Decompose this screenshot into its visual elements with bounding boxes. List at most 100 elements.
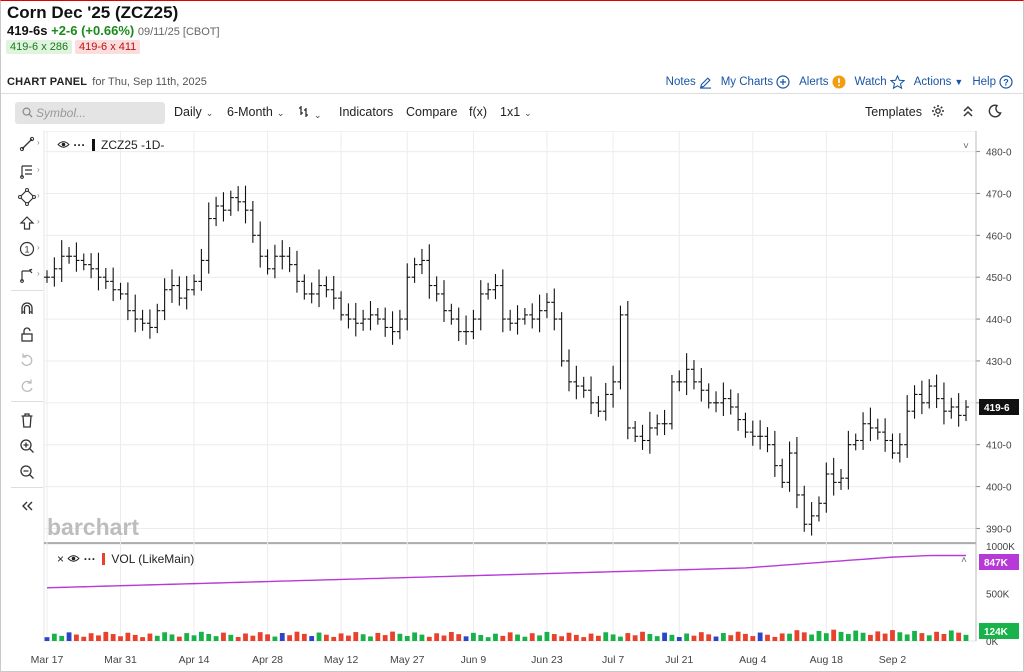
eye-icon[interactable] xyxy=(57,138,70,152)
volume-bar xyxy=(228,634,234,641)
indicators-button[interactable]: Indicators xyxy=(339,105,394,119)
volume-series xyxy=(44,629,969,641)
notes-link[interactable]: Notes xyxy=(666,75,712,89)
collapse-sidebar-icon[interactable] xyxy=(15,495,39,517)
ohlc-bar xyxy=(845,430,852,490)
number-marker-icon[interactable]: 1 › xyxy=(15,238,40,260)
ohlc-bar xyxy=(801,485,808,532)
ohlc-bar xyxy=(698,368,705,402)
ohlc-bar xyxy=(95,252,102,291)
volume-bar xyxy=(897,632,903,641)
line-tool-icon[interactable]: › xyxy=(15,133,40,155)
svg-text:?: ? xyxy=(1003,77,1009,87)
more-options-icon[interactable]: ··· xyxy=(83,552,96,566)
ohlc-bar xyxy=(264,249,271,275)
ohlc-bar xyxy=(882,418,889,452)
volume-bar xyxy=(375,632,381,641)
ohlc-bar xyxy=(51,257,58,287)
volume-bar xyxy=(434,633,440,641)
ohlc-bar xyxy=(896,433,903,463)
layout-dropdown[interactable]: 1x1 ⌄ xyxy=(500,105,532,119)
magnet-icon[interactable] xyxy=(15,297,39,319)
range-dropdown[interactable]: 6-Month ⌄ xyxy=(227,105,284,119)
gear-icon[interactable] xyxy=(931,104,945,121)
watch-link[interactable]: Watch xyxy=(855,75,905,89)
measure-tool-icon[interactable]: › xyxy=(15,264,40,286)
volume-bar xyxy=(198,631,204,641)
date-tick-label: May 27 xyxy=(390,654,425,666)
ohlc-bar xyxy=(514,305,521,335)
volume-bar xyxy=(596,635,601,641)
volume-bar xyxy=(88,633,94,641)
volume-bar xyxy=(919,633,925,641)
fib-tool-icon[interactable]: › xyxy=(15,160,40,182)
interval-dropdown[interactable]: Daily ⌄ xyxy=(174,105,213,119)
volume-bar xyxy=(772,636,778,641)
volume-bar xyxy=(698,632,704,641)
eye-icon[interactable] xyxy=(67,552,80,566)
ohlc-bar xyxy=(529,303,536,329)
more-options-icon[interactable]: ··· xyxy=(73,138,86,152)
volume-bar xyxy=(801,632,807,641)
undo-icon[interactable] xyxy=(15,349,39,371)
volume-bar xyxy=(743,633,748,641)
volume-bar xyxy=(890,630,895,641)
zoom-in-icon[interactable] xyxy=(15,435,39,457)
volume-bar xyxy=(640,631,645,641)
price-chart[interactable]: 480-0470-0460-0450-0440-0430-0420-0410-0… xyxy=(1,131,1023,672)
volume-bar xyxy=(272,636,278,641)
symbol-search-input[interactable]: Symbol... xyxy=(15,102,165,124)
volume-bar xyxy=(875,631,881,641)
zoom-out-icon[interactable] xyxy=(15,461,39,483)
shape-tool-icon[interactable]: › xyxy=(15,186,40,208)
collapse-icon[interactable] xyxy=(962,104,974,121)
help-link[interactable]: Help ? xyxy=(972,75,1013,89)
volume-bar xyxy=(882,633,888,641)
volume-bar xyxy=(169,634,175,641)
collapse-pane-icon: ˄ xyxy=(961,555,967,566)
ohlc-bar xyxy=(830,457,837,496)
volume-bar xyxy=(544,631,550,641)
function-button[interactable]: f(x) xyxy=(469,105,488,119)
volume-bar xyxy=(831,629,837,641)
volume-bar xyxy=(735,631,741,641)
ohlc-bar xyxy=(293,250,300,293)
my-charts-link[interactable]: My Charts xyxy=(721,75,790,89)
ohlc-bar xyxy=(330,275,337,310)
trash-icon[interactable] xyxy=(15,409,39,431)
ohlc-bar xyxy=(168,269,175,303)
volume-bar xyxy=(66,632,72,641)
ohlc-bar xyxy=(602,382,609,421)
dark-mode-icon[interactable] xyxy=(988,104,1002,121)
ohlc-bar xyxy=(338,291,345,321)
compare-button[interactable]: Compare xyxy=(406,105,458,119)
lock-open-icon[interactable] xyxy=(15,323,39,345)
volume-bar xyxy=(787,633,792,641)
actions-menu[interactable]: Actions ▼ xyxy=(914,75,964,89)
ohlc-bar xyxy=(749,420,756,446)
volume-bar xyxy=(213,636,219,641)
ohlc-bar xyxy=(499,269,506,333)
open-interest-tag-bg xyxy=(979,554,1019,570)
arrow-up-tool-icon[interactable]: › xyxy=(15,212,40,234)
volume-bar xyxy=(397,633,403,641)
volume-bar xyxy=(912,630,917,641)
close-icon[interactable]: × xyxy=(57,552,65,566)
ohlc-bar xyxy=(580,376,587,398)
templates-button[interactable]: Templates xyxy=(865,105,922,119)
ohlc-bar xyxy=(360,309,367,331)
plus-circle-icon xyxy=(776,75,790,89)
ohlc-bar xyxy=(654,414,661,436)
top-links: Notes My Charts Alerts Watch Actions ▼ H… xyxy=(657,75,1013,89)
ohlc-bar xyxy=(441,280,448,322)
bar-type-dropdown[interactable]: ⌄ xyxy=(298,105,322,121)
volume-tick-label: 1000K xyxy=(986,542,1015,553)
alerts-link[interactable]: Alerts xyxy=(799,75,846,89)
volume-bar xyxy=(566,632,572,641)
redo-icon[interactable] xyxy=(15,375,39,397)
ohlc-bar xyxy=(316,269,323,308)
quote-meta: 09/11/25 [CBOT] xyxy=(137,26,220,38)
actions-label: Actions xyxy=(913,76,952,88)
volume-bar xyxy=(948,630,954,641)
